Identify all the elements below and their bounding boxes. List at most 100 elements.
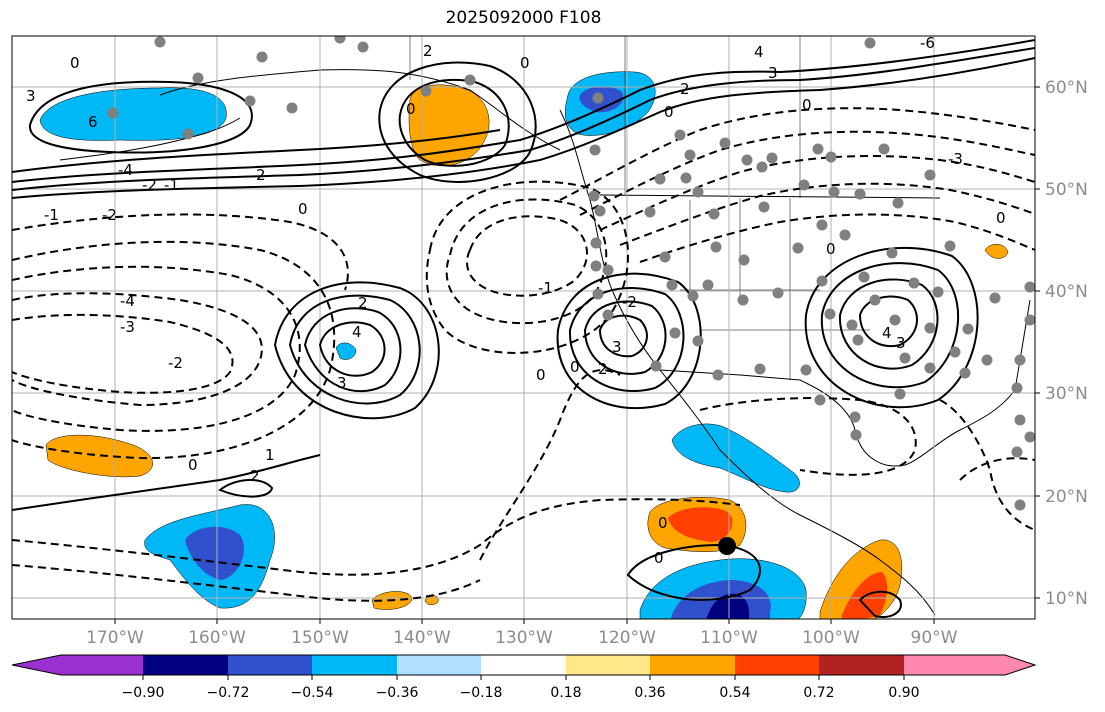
jet-contour-1	[12, 39, 1035, 183]
lon-label: 160°W	[188, 628, 246, 648]
shade-hawaii-negative-mid	[185, 526, 244, 580]
contour-label: 3	[26, 87, 36, 105]
colorbar-tick-label: 0.72	[803, 685, 834, 701]
ca-low-ring-4	[556, 272, 702, 409]
station-dots	[107, 36, 1035, 511]
ca-low-ring-3	[568, 287, 685, 392]
colorbar-tick-label: 0.36	[634, 685, 665, 701]
us-mexico-border	[659, 369, 811, 386]
shade-south-pacific-negative-core	[706, 593, 750, 619]
colorbar-tick-label: −0.72	[207, 685, 250, 701]
contour-label: -2	[622, 293, 637, 311]
shade-mexico-offshore-positive-core	[668, 507, 733, 542]
lon-label: 150°W	[291, 628, 349, 648]
lat-label: 10°N	[1045, 589, 1088, 609]
colorbar-outline	[11, 654, 1037, 676]
subtropical-contour-1	[12, 454, 321, 511]
lon-label: 110°W	[700, 628, 758, 648]
contour-label: 0	[996, 209, 1006, 227]
coastlines-and-borders	[59, 36, 1031, 616]
contour-label: 0	[406, 100, 416, 118]
west-pacific-trough-5	[12, 213, 349, 291]
shade-great-lakes-positive	[984, 244, 1009, 259]
contour-label: 0	[298, 200, 308, 218]
contour-label: 0	[188, 456, 198, 474]
midwest-high-ring-1	[858, 295, 918, 348]
contour-label: 0	[536, 366, 546, 384]
lat-label: 40°N	[1045, 282, 1088, 302]
contour-label: -2	[102, 206, 117, 224]
alaska-high-ring	[28, 80, 253, 154]
contour-label: 2	[598, 360, 608, 378]
contour-label: 4	[882, 324, 892, 342]
central-pacific-high-3	[288, 294, 421, 405]
contour-label: -1	[44, 206, 59, 224]
longitude-axis: 170°W 160°W 150°W 140°W 130°W 120°W 110°…	[86, 619, 958, 648]
lon-label: 100°W	[802, 628, 860, 648]
figure-title: 2025092000 F108	[445, 8, 602, 28]
jet-contour-3	[12, 57, 1035, 199]
contour-labels: 6 -4 -2 -1 -2 -1 0 -4 -3 -2 0 1 2 2 4 3 …	[26, 34, 1006, 567]
contour-label: -4	[120, 292, 135, 310]
positive-contours	[12, 39, 1035, 618]
contour-label: 0	[570, 358, 580, 376]
lon-label: 170°W	[86, 628, 144, 648]
contour-label: 3	[896, 334, 906, 352]
east-pacific-trough-1	[466, 215, 588, 297]
contour-label: 4	[352, 323, 362, 341]
location-marker	[718, 537, 736, 555]
colorbar-swatch	[12, 655, 61, 675]
colorbar-tick-label: −0.36	[376, 685, 419, 701]
colorbar-tick-label: 0.90	[888, 685, 919, 701]
subtropical-trough-1	[12, 498, 741, 576]
lat-label: 20°N	[1045, 487, 1088, 507]
eastern-pacific-contour	[626, 543, 761, 601]
central-america-contour	[858, 590, 902, 618]
contour-label: 3	[337, 374, 347, 392]
canada-trough-3	[599, 155, 1035, 231]
colorbar-swatch	[312, 655, 397, 675]
subtropical-trough-2	[12, 564, 481, 602]
contour-label: -6	[920, 34, 935, 52]
ca-low-ring-1	[598, 314, 648, 358]
subtropical-contour-2	[218, 479, 274, 498]
jet-contour-2	[12, 47, 1035, 191]
colorbar-tick-label: 0.18	[550, 685, 581, 701]
contour-label: 3	[612, 338, 622, 356]
contour-label: -1	[164, 176, 179, 194]
bc-ridge-ring	[398, 78, 510, 167]
colorbar-swatch	[143, 655, 228, 675]
lat-label: 60°N	[1045, 78, 1088, 98]
shade-central-pacific-negative	[335, 342, 357, 360]
shade-west-pacific-positive	[45, 434, 153, 478]
gulf-trough-1	[699, 397, 917, 476]
contour-label: 4	[754, 43, 764, 61]
coastline-east-north-america	[1014, 299, 1031, 391]
contour-label: 0	[826, 240, 836, 258]
colorbar-swatch	[228, 655, 312, 675]
contour-label: -3	[120, 318, 135, 336]
contour-label: 6	[88, 113, 98, 131]
ca-low-ring-2	[583, 300, 667, 375]
contour-label: 0	[664, 103, 674, 121]
contour-label: 2	[256, 166, 266, 184]
caribbean-trough	[959, 457, 1035, 481]
midwest-high-ring-3	[820, 262, 960, 389]
us-canada-border	[599, 194, 941, 199]
canada-trough-1	[559, 107, 1035, 201]
contour-label: 2	[680, 80, 690, 98]
colorbar-swatch	[819, 655, 904, 675]
bc-ridge-ring-outer	[378, 61, 537, 183]
colorbar: −0.90 −0.72 −0.54 −0.36 −0.18 0.18 0.36 …	[11, 654, 1037, 701]
colorbar-tick-label: −0.18	[460, 685, 503, 701]
negative-contours	[12, 107, 1035, 602]
contour-label: -3	[948, 150, 963, 168]
colorbar-swatch	[397, 655, 481, 675]
contour-label: 2	[358, 294, 368, 312]
aleutian-chain	[59, 117, 241, 161]
alaska-coast	[159, 69, 561, 151]
colorbar-tick-label: −0.90	[122, 685, 165, 701]
colorbar-swatch	[61, 655, 143, 675]
